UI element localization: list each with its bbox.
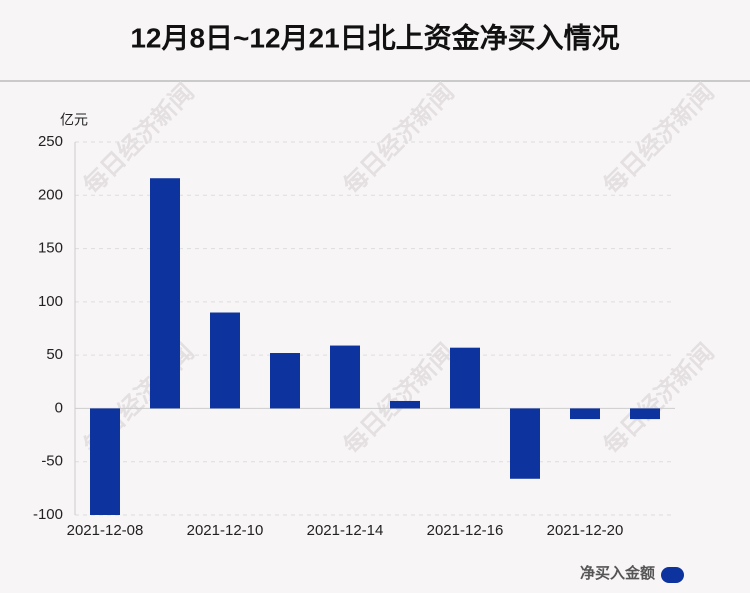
y-tick-label: 0 xyxy=(55,399,63,416)
y-tick-label: -50 xyxy=(41,453,63,470)
x-tick-label: 2021-12-20 xyxy=(547,522,624,539)
bar xyxy=(210,312,240,409)
y-tick-label: 200 xyxy=(38,186,63,203)
y-tick-label: 150 xyxy=(38,240,63,257)
y-unit: 亿元 xyxy=(60,112,88,128)
bar xyxy=(390,400,420,409)
bar xyxy=(510,408,540,479)
bar xyxy=(90,408,120,515)
x-tick-label: 2021-12-10 xyxy=(187,522,264,539)
y-tick-label: -100 xyxy=(33,506,63,523)
bar xyxy=(630,408,660,420)
bar xyxy=(150,178,180,409)
x-tick-label: 2021-12-08 xyxy=(67,522,144,539)
x-tick-label: 2021-12-16 xyxy=(427,522,504,539)
y-tick-label: 100 xyxy=(38,293,63,310)
legend-label: 净买入金额 xyxy=(580,564,655,582)
bar xyxy=(450,347,480,409)
bar xyxy=(330,345,360,409)
y-tick-label: 50 xyxy=(46,346,63,363)
x-tick-label: 2021-12-14 xyxy=(307,522,384,539)
legend-swatch xyxy=(661,567,684,583)
chart-title: 12月8日~12月21日北上资金净买入情况 xyxy=(130,21,619,53)
y-tick-label: 250 xyxy=(38,133,63,150)
bar xyxy=(570,408,600,420)
bar xyxy=(270,353,300,409)
